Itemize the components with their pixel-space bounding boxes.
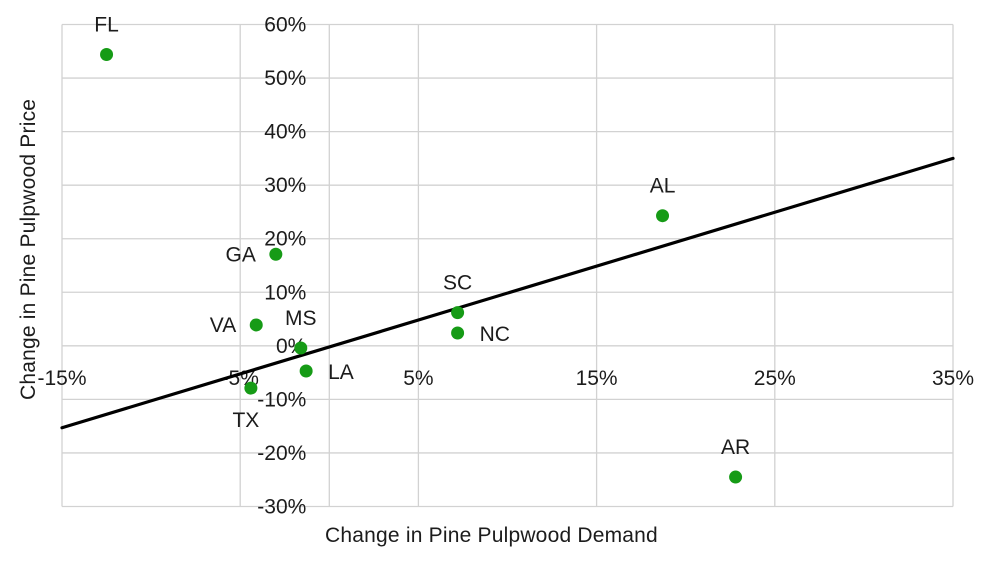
data-point-TX (244, 381, 258, 395)
y-tick-label-30: 30% (264, 174, 306, 197)
y-tick-label--20: -20% (257, 442, 306, 465)
point-label-FL: FL (94, 13, 119, 36)
data-point-MS (294, 341, 308, 355)
data-point-NC (451, 326, 465, 340)
y-tick-label-50: 50% (264, 67, 306, 90)
point-label-AR: AR (721, 436, 750, 459)
y-tick-label--30: -30% (257, 496, 306, 519)
x-tick-label--15: -15% (37, 367, 86, 390)
data-point-VA (249, 318, 263, 332)
x-tick-label-15: 15% (576, 367, 618, 390)
y-tick-label-40: 40% (264, 121, 306, 144)
data-point-GA (269, 247, 283, 261)
x-tick-label-25: 25% (754, 367, 796, 390)
data-point-SC (451, 306, 465, 320)
x-axis-title: Change in Pine Pulpwood Demand (325, 524, 658, 547)
x-tick-label-35: 35% (932, 367, 974, 390)
point-label-SC: SC (443, 272, 472, 295)
x-tick-label-5: 5% (403, 367, 433, 390)
y-tick-label--10: -10% (257, 388, 306, 411)
point-label-GA: GA (225, 243, 255, 266)
point-label-AL: AL (650, 175, 676, 198)
point-label-TX: TX (232, 409, 259, 432)
trendline (60, 156, 955, 430)
y-tick-label-10: 10% (264, 281, 306, 304)
point-label-VA: VA (210, 314, 236, 337)
y-tick-label-60: 60% (264, 14, 306, 37)
point-label-NC: NC (480, 323, 510, 346)
y-axis-title: Change in Pine Pulpwood Price (17, 98, 40, 400)
data-point-AL (656, 209, 670, 223)
point-label-LA: LA (328, 361, 354, 384)
data-point-AR (729, 470, 743, 484)
data-point-FL (100, 47, 114, 61)
data-point-LA (299, 364, 313, 378)
y-tick-label-20: 20% (264, 228, 306, 251)
point-label-MS: MS (285, 307, 317, 330)
